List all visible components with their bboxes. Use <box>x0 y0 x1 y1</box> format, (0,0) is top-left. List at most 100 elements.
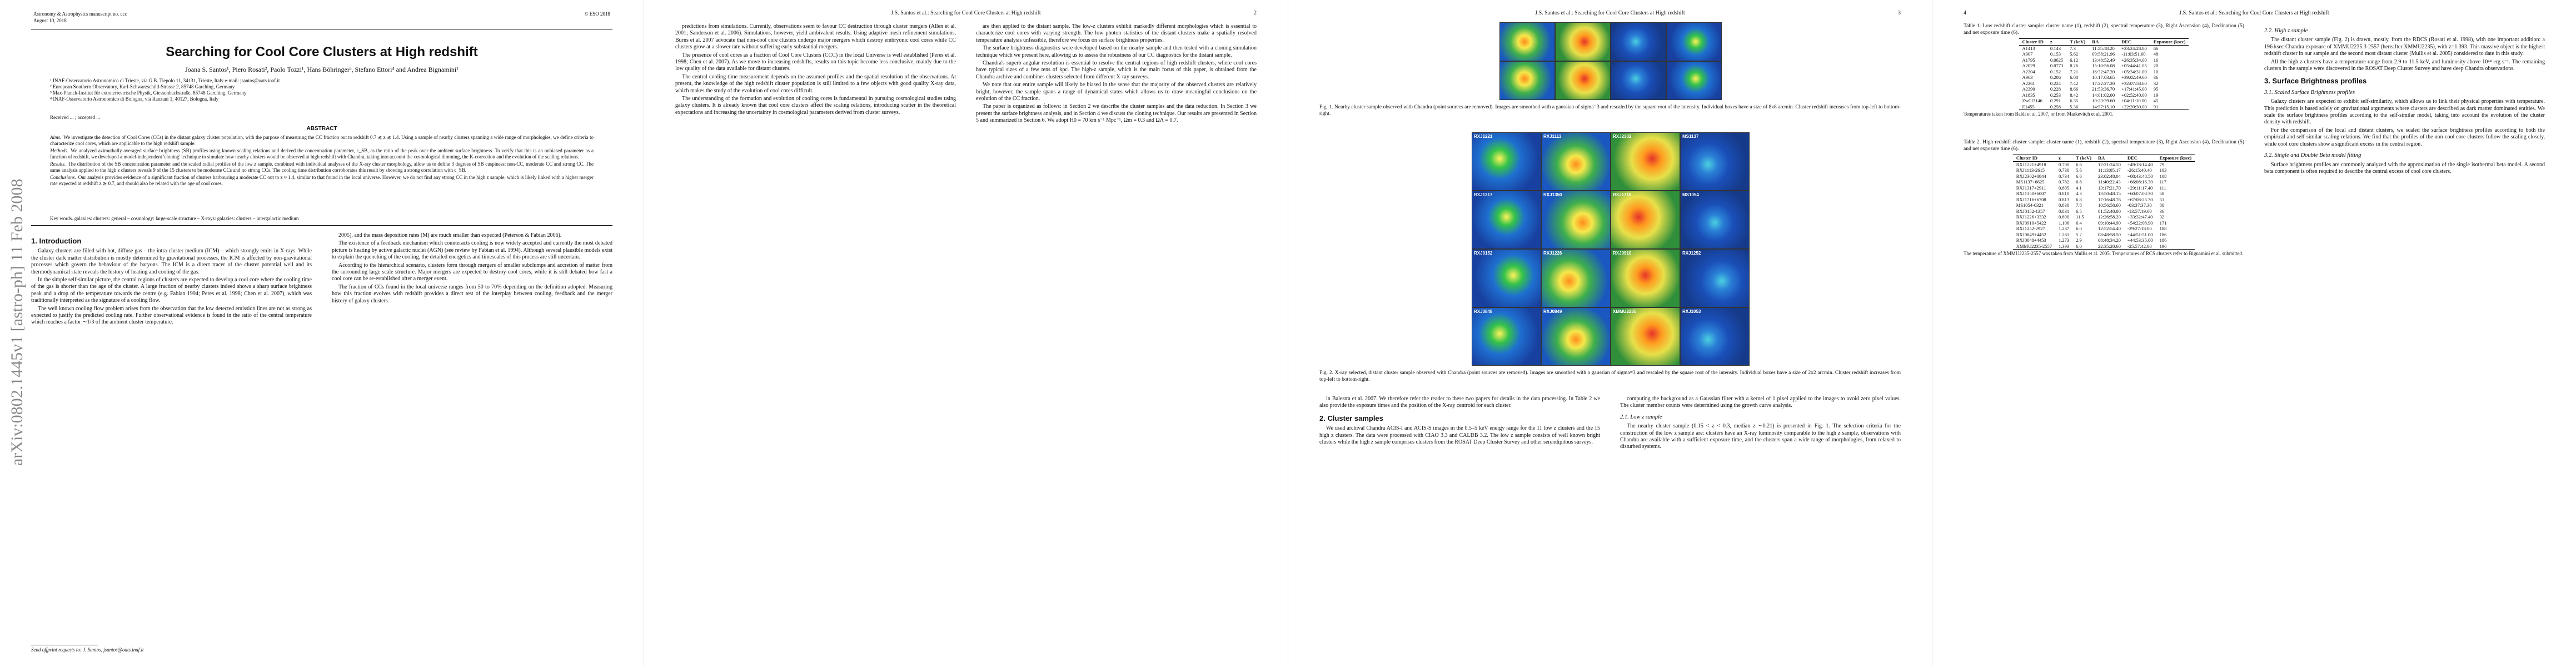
table-cell: MS1137+6625 <box>2016 179 2045 185</box>
cluster-image: RXJ1252 <box>1680 249 1750 307</box>
table-row: RXJ1317+2911 0.805 4.1 13:17:21.70 +29:11:17… <box>2013 185 2195 191</box>
table-cell: 186 <box>2159 237 2167 243</box>
table-cell: 08:48:34.20 <box>2098 237 2121 243</box>
table-cell: A2261 <box>2022 80 2035 86</box>
table-row: ZwCl3146 0.291 6.35 10:23:39.60 +04:11:10.00… <box>2019 98 2189 104</box>
table-cell: RXJ0849+4452 <box>2016 231 2046 237</box>
cluster-image: RXJ1221 <box>1472 132 1541 191</box>
panel-label: RXJ0152 <box>1474 251 1493 256</box>
table-cell: 0.291 <box>2050 98 2061 103</box>
table-cell: 6.6 <box>2076 173 2082 179</box>
paragraph: The existence of a feedback mechanism wh… <box>332 240 612 261</box>
table-cell: +02:52:40.00 <box>2121 92 2147 98</box>
table-cell: +29:11:17.40 <box>2127 185 2153 191</box>
paragraph: 2005), and the mass deposition rates (M)… <box>338 232 562 238</box>
table-row: RXJ2302+0844 0.734 6.6 23:02:48.04 +08:43:48… <box>2013 173 2195 180</box>
column-header: Cluster ID <box>2022 39 2044 44</box>
table-cell: 0.810 <box>2058 191 2070 196</box>
panel-label: RXJ1350 <box>1543 192 1562 197</box>
paragraph: The understanding of the formation and e… <box>675 96 956 116</box>
table-cell: 196 <box>2159 243 2167 249</box>
running-header: J.S. Santos et al.: Searching for Cool C… <box>2179 10 2329 16</box>
table-footnote: Temperatures taken from Baldi et al. 200… <box>1964 111 2114 117</box>
table-cell: RXJ2302+0844 <box>2016 173 2046 179</box>
panel-label: MS1054 <box>1682 192 1699 197</box>
table-cell: 11.5 <box>2076 214 2084 220</box>
table-cell: 0.813 <box>2058 196 2070 202</box>
abstract-heading: ABSTRACT <box>306 126 337 132</box>
table-cell: 6.35 <box>2070 98 2079 103</box>
section-heading: 3. Surface Brightness profiles <box>2264 77 2367 86</box>
page-3: J.S. Santos et al.: Searching for Cool C… <box>1288 0 1932 667</box>
paragraph: The central cooling time measurement dep… <box>675 73 956 94</box>
paragraph: The fraction of CCs found in the local u… <box>332 283 612 304</box>
table-cell: RXJ1221+4918 <box>2016 161 2046 167</box>
table-cell: 11:40:22.43 <box>2098 179 2121 185</box>
table-cell: RXJ1317+2911 <box>2016 185 2046 191</box>
table-row: MS1054-0321 0.830 7.8 10:56:58.60 -03:37:37.… <box>2013 202 2195 208</box>
paragraph: Chandra's superb angular resolution is e… <box>976 60 1257 80</box>
table-cell: 4.1 <box>2076 185 2082 191</box>
page-1: Astronomy & Astrophysics manuscript no. … <box>0 0 644 667</box>
table-cell: 01:52:40.00 <box>2098 208 2121 214</box>
table-cell: 0.153 <box>2050 51 2061 57</box>
paragraph: The distant cluster sample (Fig. 2) is d… <box>2264 37 2545 57</box>
paragraph: We note that our entire sample will like… <box>976 82 1257 102</box>
affiliation: ⁴ INAF-Osservatorio Astronomico di Bolog… <box>50 96 219 102</box>
column: 2.2. High z sample The distant cluster sa… <box>2264 23 2545 657</box>
panel-label: RXJ1226 <box>1543 251 1562 256</box>
table-cell: 32 <box>2159 214 2165 220</box>
table-cell: E1455 <box>2022 103 2035 109</box>
panel-label: RXJ2302 <box>1613 134 1632 139</box>
panel-label: RXJ1317 <box>1474 192 1493 197</box>
paragraph: All the high z clusters have a temperatu… <box>2264 58 2545 72</box>
figure-1-caption: Fig. 1. Nearby cluster sample observed w… <box>1319 104 1901 117</box>
cluster-image <box>1611 61 1666 100</box>
table-cell: +39:02:49.60 <box>2121 74 2147 80</box>
table-cell: A2390 <box>2022 86 2035 92</box>
table-caption: Table 2. High redshift cluster sample: c… <box>1964 140 2244 152</box>
table-cell: 6.8 <box>2076 196 2082 202</box>
section-heading: 2. Cluster samples <box>1319 414 1383 422</box>
table-cell: A1413 <box>2022 45 2035 51</box>
table-cell: +44:53:35.00 <box>2127 237 2153 243</box>
table: Cluster ID z T (keV) RA DEC Exposure (ksec) RX… <box>2012 155 2195 250</box>
table-cell: 13:50:48.15 <box>2098 191 2121 196</box>
column: 1. Introduction Galaxy clusters are fille… <box>31 232 312 641</box>
table-body: A1413 0.143 7.3 11:55:18.20 +23:24:28.80 66 A9… <box>2019 45 2189 110</box>
table-row: RXJ0848+4453 1.273 2.9 08:48:34.20 +44:53:35… <box>2013 237 2195 243</box>
table-cell: 19 <box>2153 92 2159 98</box>
column: 2005), and the mass deposition rates (M)… <box>332 232 612 655</box>
panel-label: MS1137 <box>1682 134 1699 139</box>
paragraph: are then applied to the distant sample. … <box>976 23 1257 43</box>
table-cell: 111 <box>2159 185 2166 191</box>
table-cell: 6.8 <box>2076 179 2082 185</box>
table-cell: +26:35:34.00 <box>2121 57 2147 63</box>
table-cell: 0.143 <box>2050 45 2061 51</box>
panel-label: RXJ1221 <box>1474 134 1493 139</box>
table-cell: 0.152 <box>2050 68 2061 74</box>
abstract-label: Aims. <box>50 135 62 140</box>
abstract: Aims. We investigate the detection of Coo… <box>50 135 594 188</box>
table-cell: +44:51:51.00 <box>2127 231 2153 237</box>
table-cell: A907 <box>2022 51 2033 57</box>
table-cell: A2204 <box>2022 68 2035 74</box>
abstract-text: Our analysis provides evidence of a sign… <box>50 175 594 186</box>
paragraph: predictions from simulations. Currently,… <box>675 23 956 51</box>
table-cell: 32 <box>2153 80 2159 86</box>
table-cell: 91 <box>2153 103 2159 109</box>
panel-label: RXJ1716 <box>1613 192 1632 197</box>
table-row: A2390 0.228 8.66 21:53:36.70 +17:41:45.00 95 <box>2019 86 2189 92</box>
table-cell: 51 <box>2159 196 2165 202</box>
table-cell: 0.734 <box>2058 173 2070 179</box>
received: Received ... ; accepted ... <box>50 115 100 120</box>
table-cell: 95 <box>2153 86 2159 92</box>
page-number: 2 <box>1254 10 1257 16</box>
cluster-image <box>1499 61 1555 100</box>
table-cell: A1835 <box>2022 92 2035 98</box>
table-cell: 6.12 <box>2070 57 2079 63</box>
paragraph: The nearby cluster sample (0.15 < z < 0.… <box>1620 423 1901 450</box>
table-cell: 10 <box>2153 68 2159 74</box>
table-row: A963 0.206 6.08 10:17:03.65 +39:02:49.60 36 <box>2019 74 2189 81</box>
table-cell: 0.700 <box>2058 161 2070 167</box>
